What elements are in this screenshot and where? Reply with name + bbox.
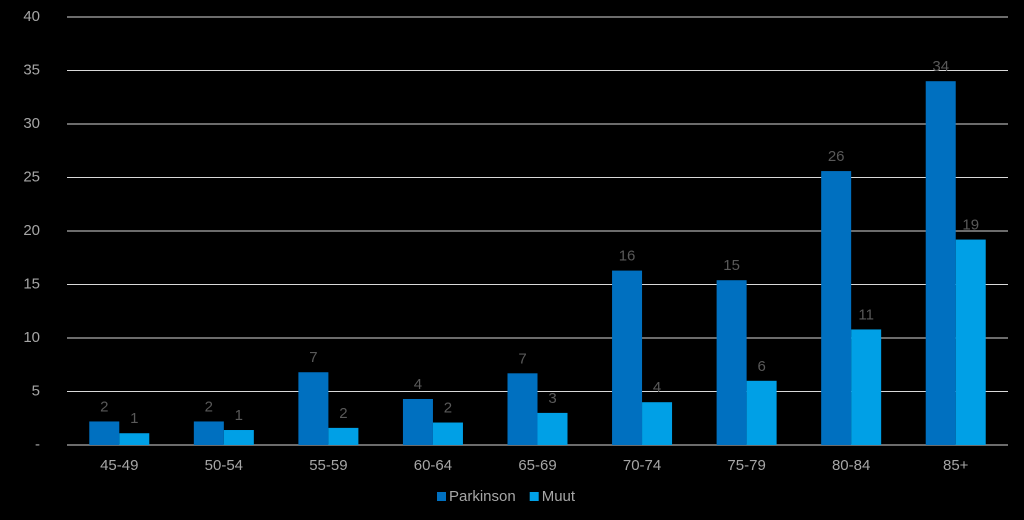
x-tick-label: 75-79 bbox=[727, 457, 765, 474]
y-tick-label: 25 bbox=[23, 168, 40, 185]
x-tick-label: 55-59 bbox=[309, 457, 347, 474]
value-label: 6 bbox=[757, 358, 765, 375]
y-tick-label: 35 bbox=[23, 61, 40, 78]
y-tick-label: 20 bbox=[23, 222, 40, 239]
value-label: 15 bbox=[723, 257, 740, 274]
bar bbox=[955, 239, 986, 445]
y-tick-label: 10 bbox=[23, 329, 40, 346]
bar bbox=[642, 402, 673, 445]
bar bbox=[746, 380, 777, 445]
bar bbox=[328, 427, 359, 445]
value-label: 3 bbox=[548, 390, 556, 407]
legend-swatch bbox=[437, 492, 446, 501]
y-tick-label: 5 bbox=[32, 382, 40, 399]
x-tick-label: 45-49 bbox=[100, 457, 138, 474]
legend-swatch bbox=[529, 492, 539, 501]
bar bbox=[507, 373, 538, 445]
bar bbox=[925, 81, 956, 445]
bar bbox=[402, 398, 433, 445]
value-label: 2 bbox=[339, 405, 347, 422]
value-label: 11 bbox=[858, 306, 874, 323]
y-tick-label: 40 bbox=[23, 8, 40, 25]
y-tick-label: 15 bbox=[23, 275, 40, 292]
legend-label: Parkinson bbox=[449, 488, 516, 505]
bar bbox=[851, 329, 882, 445]
value-label: 2 bbox=[444, 399, 452, 416]
value-label: 1 bbox=[130, 410, 138, 427]
bar bbox=[223, 430, 254, 445]
value-label: 4 bbox=[653, 379, 661, 396]
y-tick-label: 30 bbox=[23, 115, 40, 132]
legend-label: Muut bbox=[542, 488, 576, 505]
value-label: 26 bbox=[828, 148, 845, 165]
x-tick-label: 80-84 bbox=[832, 457, 870, 474]
value-label: 4 bbox=[414, 376, 422, 393]
bar bbox=[821, 171, 852, 445]
bar bbox=[716, 280, 747, 445]
value-label: 19 bbox=[962, 217, 979, 234]
value-label: 1 bbox=[235, 407, 243, 424]
value-label: 2 bbox=[205, 398, 213, 415]
y-tick-label: - bbox=[35, 436, 40, 453]
x-tick-label: 65-69 bbox=[518, 457, 556, 474]
value-label: 2 bbox=[100, 398, 108, 415]
value-label: 7 bbox=[309, 349, 317, 366]
bar bbox=[193, 421, 224, 445]
x-tick-label: 60-64 bbox=[414, 457, 452, 474]
value-label: 7 bbox=[518, 350, 526, 367]
bar bbox=[89, 421, 120, 445]
x-tick-label: 50-54 bbox=[205, 457, 243, 474]
x-tick-label: 70-74 bbox=[623, 457, 661, 474]
bar bbox=[298, 372, 329, 445]
bar bbox=[537, 412, 568, 445]
x-tick-label: 85+ bbox=[943, 457, 969, 474]
bar bbox=[612, 270, 643, 445]
value-label: 16 bbox=[619, 248, 636, 265]
value-label: 34 bbox=[932, 58, 949, 75]
bar bbox=[432, 422, 463, 445]
bar bbox=[119, 433, 150, 445]
